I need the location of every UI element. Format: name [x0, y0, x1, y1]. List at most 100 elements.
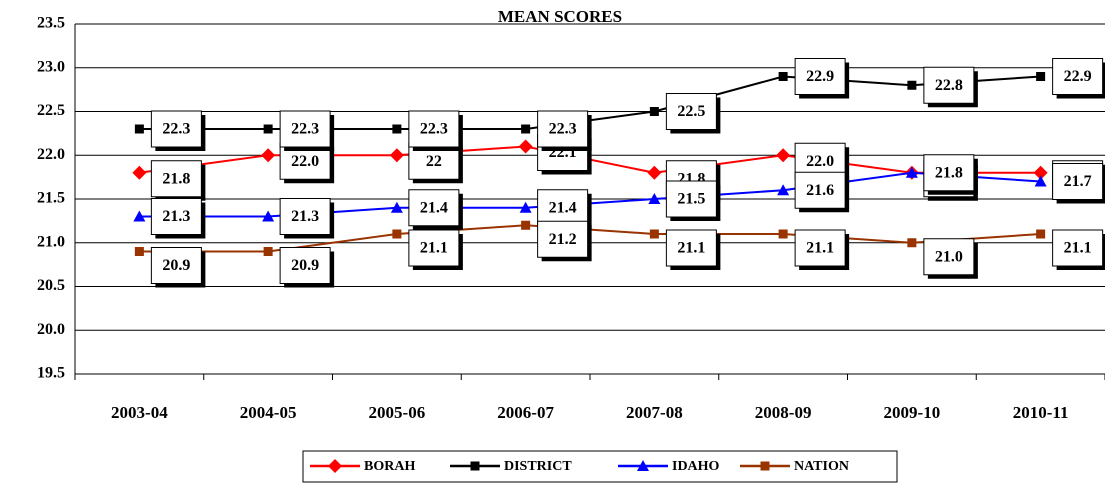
legend-item: DISTRICT [450, 459, 572, 474]
x-tick-label: 2010-11 [1013, 403, 1069, 422]
legend-label: BORAH [364, 459, 415, 474]
y-tick-label: 19.5 [37, 365, 65, 382]
chart-title: MEAN SCORES [498, 7, 622, 26]
data-label: 22.8 [935, 77, 963, 94]
label-box [150, 198, 202, 235]
marker [1034, 175, 1047, 187]
label-box [665, 93, 717, 130]
data-label: 22.3 [549, 121, 577, 138]
marker [907, 80, 917, 90]
marker [261, 148, 276, 163]
data-label: 22.3 [162, 121, 190, 138]
data-label: 21.5 [677, 191, 705, 208]
y-tick-label: 20.5 [37, 277, 65, 294]
x-tick-label: 2008-09 [755, 403, 812, 422]
marker [132, 165, 147, 180]
label-box [408, 189, 460, 227]
marker [521, 220, 531, 230]
marker [776, 148, 791, 163]
data-label: 21.1 [420, 240, 448, 257]
data-label: 22.9 [1064, 68, 1092, 85]
marker [518, 139, 533, 154]
marker [390, 201, 403, 213]
y-tick-label: 21.5 [37, 190, 65, 207]
marker [777, 184, 790, 196]
x-tick-label: 2003-04 [111, 403, 168, 422]
marker [1033, 165, 1048, 180]
label-box [279, 247, 331, 284]
data-label: 21.1 [1064, 240, 1092, 257]
label-box [923, 154, 975, 192]
marker [328, 459, 342, 473]
data-label: 22.0 [806, 153, 834, 170]
marker [262, 210, 275, 222]
x-tick-label: 2004-05 [240, 403, 297, 422]
marker [392, 229, 402, 239]
label-box [923, 66, 975, 104]
data-label: 22 [426, 153, 442, 170]
label-box [279, 110, 331, 148]
data-label: 21.8 [162, 170, 190, 187]
data-label: 21.4 [420, 199, 448, 216]
x-tick-label: 2005-06 [369, 403, 426, 422]
label-box [794, 171, 846, 209]
y-tick-label: 20.0 [37, 321, 65, 338]
data-label: 22.3 [291, 121, 319, 138]
marker [133, 210, 146, 222]
data-label: 21.2 [549, 231, 577, 248]
data-label: 21.1 [806, 240, 834, 257]
marker [1036, 72, 1046, 81]
label-box [794, 58, 846, 95]
y-tick-label: 21.0 [37, 233, 65, 250]
marker [648, 193, 661, 204]
marker [134, 124, 144, 134]
label-box [923, 238, 975, 276]
marker [263, 247, 273, 256]
data-label: 21.3 [291, 208, 319, 225]
label-box [1052, 58, 1104, 95]
data-label: 21.4 [549, 199, 577, 216]
data-label: 22.5 [677, 103, 705, 120]
label-box [150, 110, 202, 148]
marker [649, 107, 659, 116]
y-tick-label: 23.5 [37, 15, 65, 32]
x-tick-label: 2007-08 [626, 403, 683, 422]
label-box [537, 220, 589, 258]
label-box [408, 229, 460, 267]
x-tick-label: 2009-10 [884, 403, 941, 422]
label-box [279, 198, 331, 235]
x-tick-label: 2006-07 [497, 403, 554, 422]
legend-label: DISTRICT [504, 459, 572, 474]
data-label: 21.1 [677, 240, 705, 257]
y-tick-label: 22.0 [37, 146, 65, 163]
label-box [1052, 229, 1104, 267]
label-box [150, 160, 202, 198]
label-box [665, 229, 717, 267]
label-box [408, 110, 460, 148]
data-label: 21.0 [935, 248, 963, 265]
y-tick-label: 22.5 [37, 102, 65, 119]
marker [637, 460, 649, 471]
data-label: 20.9 [291, 257, 319, 274]
label-box [665, 180, 717, 218]
data-label: 22.9 [806, 68, 834, 85]
legend-item: BORAH [310, 459, 415, 474]
marker [521, 124, 531, 134]
data-label: 20.9 [162, 257, 190, 274]
marker [778, 229, 788, 239]
label-box [537, 110, 589, 148]
data-label: 21.3 [162, 208, 190, 225]
legend-label: IDAHO [672, 459, 720, 474]
data-label: 22.0 [291, 153, 319, 170]
legend-label: NATION [794, 459, 849, 474]
marker [519, 201, 532, 213]
marker [907, 238, 917, 248]
marker [263, 124, 273, 134]
marker [760, 461, 770, 471]
legend-item: IDAHO [618, 459, 720, 474]
data-label: 21.8 [935, 164, 963, 181]
label-box [1052, 163, 1104, 200]
marker [649, 229, 659, 239]
data-label: 21.7 [1064, 173, 1092, 190]
